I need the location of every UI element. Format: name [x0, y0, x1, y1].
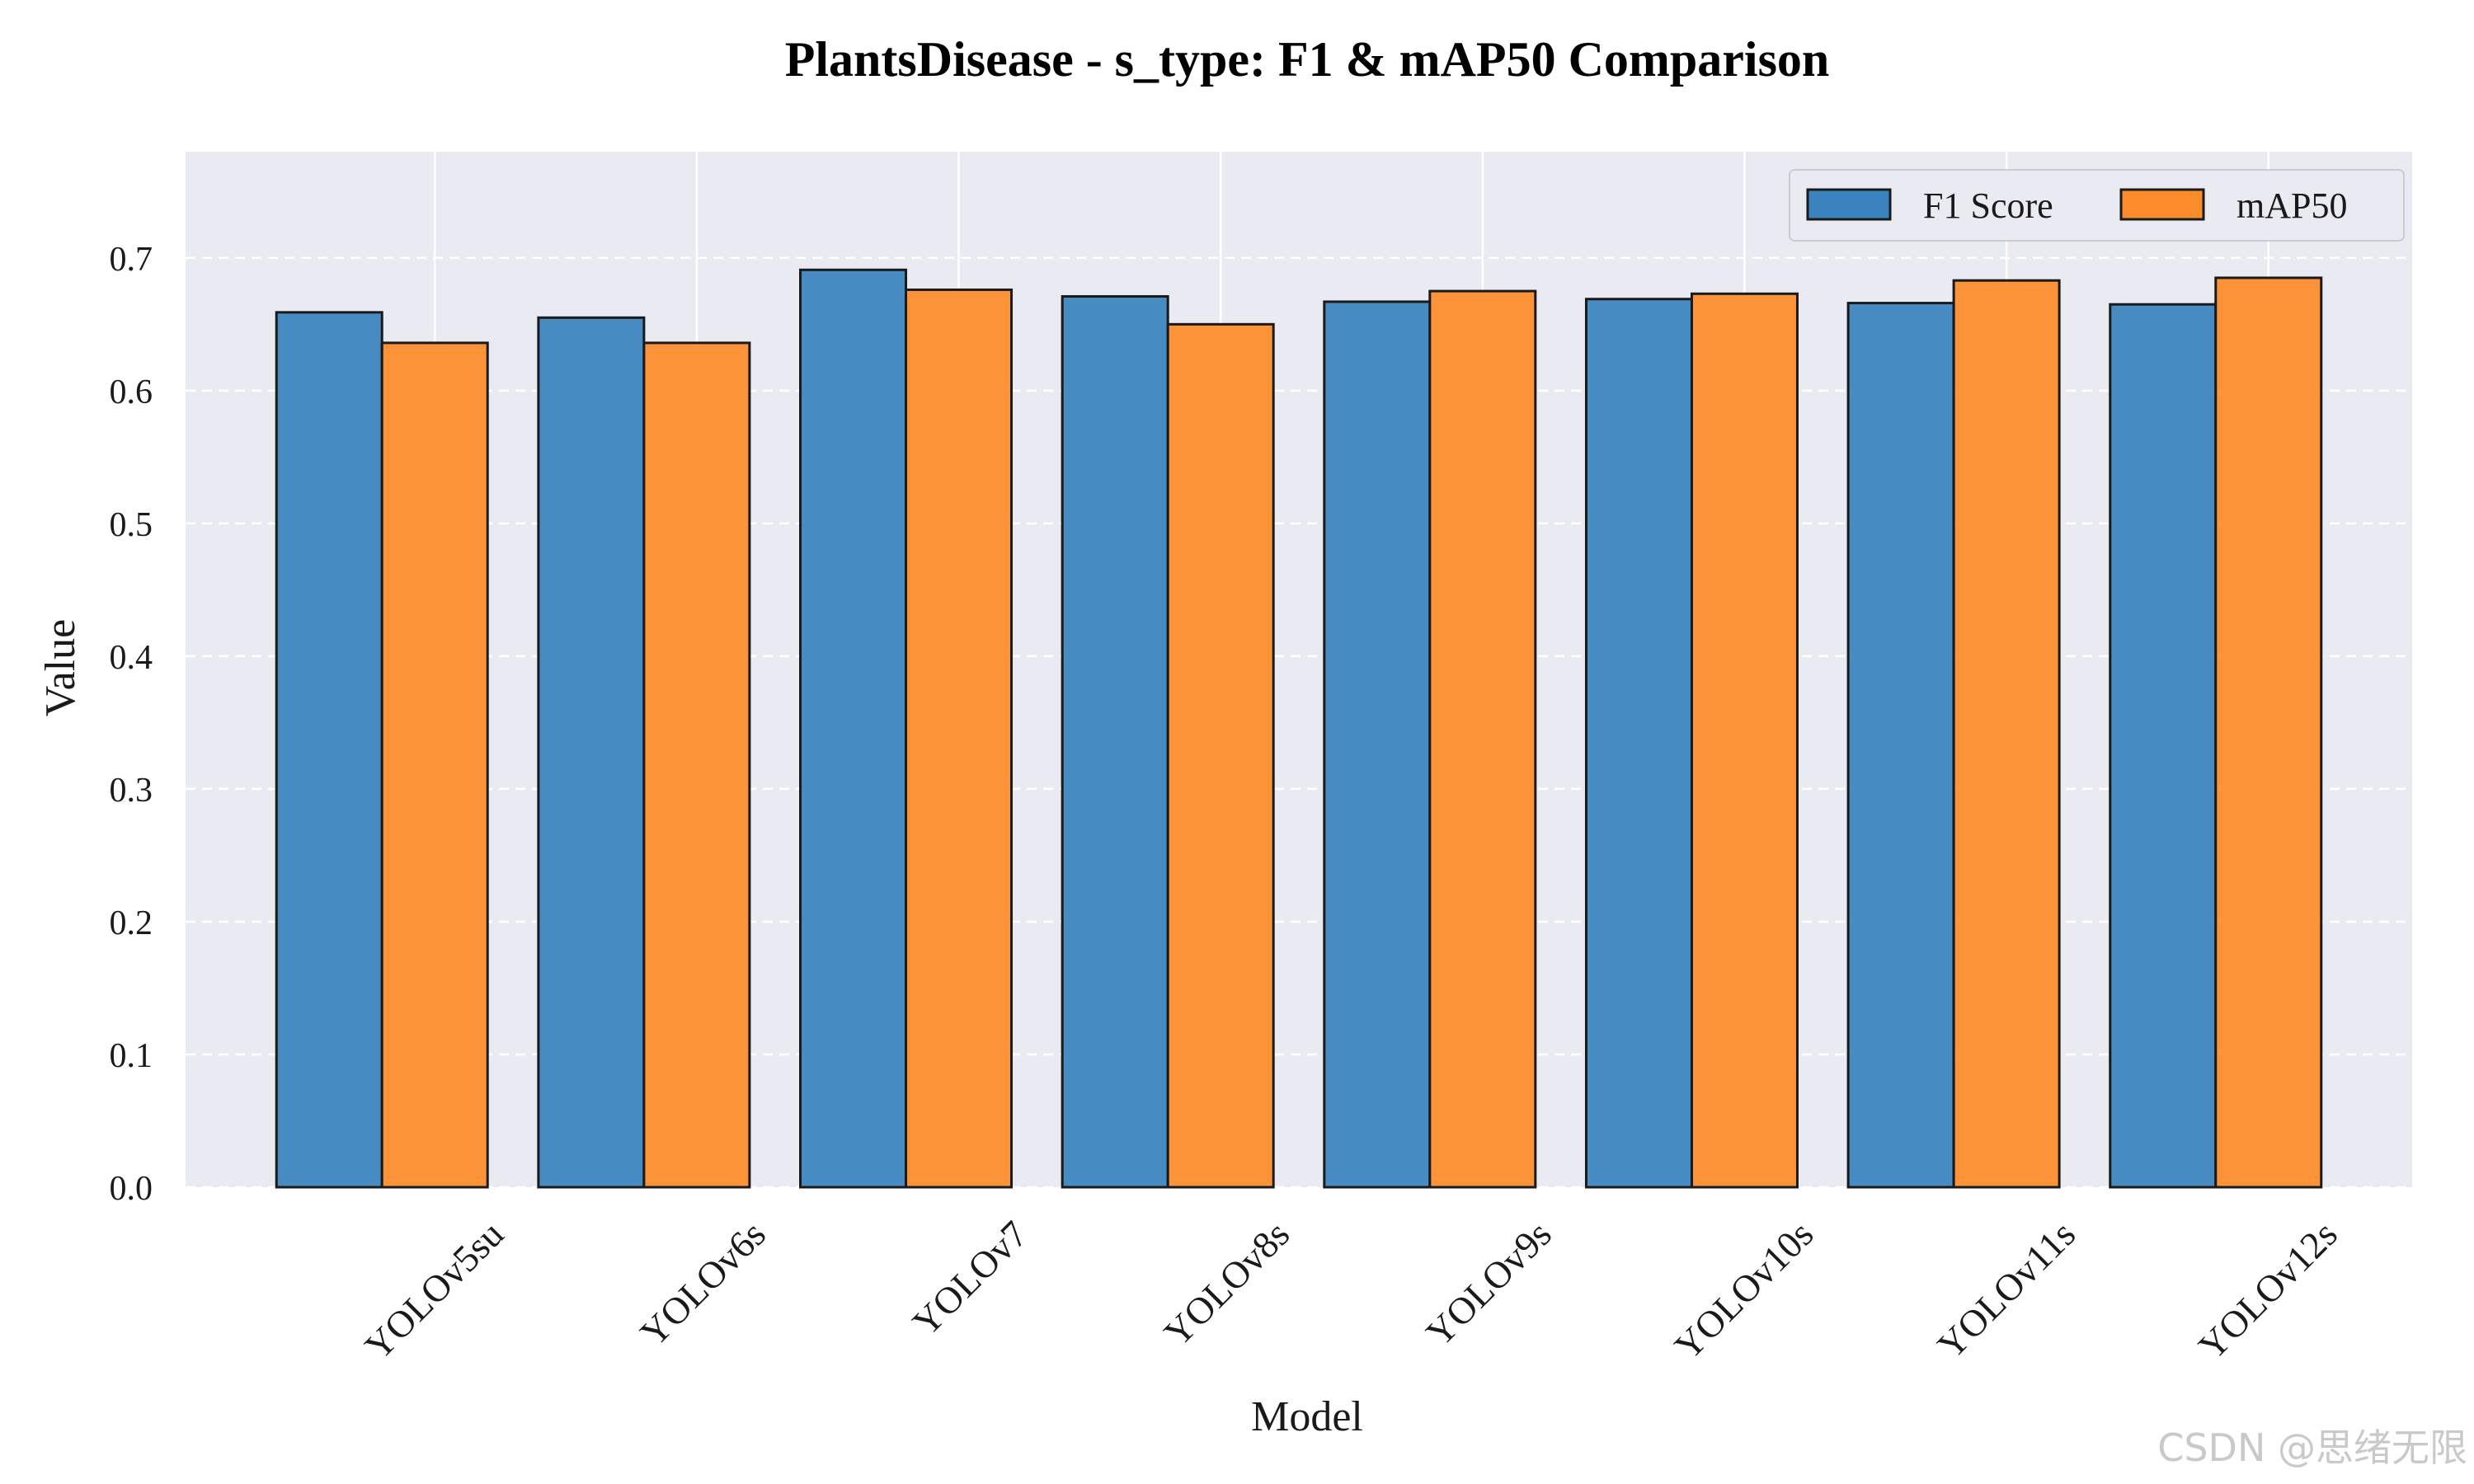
y-axis-ticks: 0.0 0.1 0.2 0.3 0.4 0.5 0.6 0.7 [110, 241, 153, 1208]
y-tick-label: 0.7 [110, 241, 153, 279]
y-tick-label: 0.0 [110, 1170, 153, 1208]
bar-f1-yolov7 [799, 268, 908, 1189]
y-tick-label: 0.5 [110, 506, 153, 544]
bar-f1-yolov8s [1061, 295, 1169, 1189]
legend-label-f1: F1 Score [1923, 186, 2053, 226]
x-tick-label-yolov11s: YOLOv11s [1930, 1213, 2084, 1367]
bar-f1-yolov5su [275, 311, 383, 1189]
x-tick-label-yolov10s: YOLOv10s [1667, 1213, 1822, 1368]
x-tick-label-yolov12s: YOLOv12s [2190, 1213, 2345, 1368]
bar-f1-yolov6s [537, 316, 646, 1189]
x-axis-ticks: YOLOv5su YOLOv6s YOLOv7 YOLOv8s YOLOv9s YOLOv… [356, 1213, 2345, 1368]
watermark: CSDN @思绪无限 [2157, 1425, 2467, 1470]
legend: F1 Score mAP50 [1789, 169, 2405, 242]
x-tick-label-yolov8s: YOLOv8s [1156, 1213, 1298, 1355]
bar-map50-yolov5su [380, 341, 489, 1189]
bar-f1-yolov12s [2109, 303, 2218, 1189]
x-tick-label-yolov9s: YOLOv9s [1418, 1213, 1559, 1355]
bar-map50-yolov11s [1952, 279, 2061, 1189]
bar-map50-yolov6s [642, 341, 751, 1189]
legend-swatch-map50 [2119, 188, 2205, 221]
bar-map50-yolov8s [1166, 322, 1275, 1189]
x-tick-label-yolov6s: YOLOv6s [632, 1213, 774, 1355]
bar-map50-yolov9s [1428, 289, 1537, 1189]
y-axis-label: Value [37, 619, 84, 716]
plot-area [186, 152, 2412, 1187]
legend-label-map50: mAP50 [2236, 186, 2347, 226]
x-tick-label-yolov5su: YOLOv5su [356, 1213, 511, 1368]
x-tick-label-yolov7: YOLOv7 [905, 1213, 1036, 1344]
bar-f1-yolov9s [1323, 300, 1432, 1189]
bar-f1-yolov10s [1584, 298, 1693, 1189]
bar-map50-yolov12s [2214, 276, 2323, 1189]
legend-box [1789, 169, 2405, 242]
chart-title: PlantsDisease - s_type: F1 & mAP50 Compa… [785, 32, 1830, 87]
bar-f1-yolov11s [1846, 302, 1955, 1189]
y-tick-label: 0.4 [110, 639, 153, 677]
bar-map50-yolov10s [1690, 292, 1799, 1189]
y-tick-label: 0.6 [110, 373, 153, 411]
y-tick-label: 0.3 [110, 772, 153, 810]
x-axis-label: Model [1251, 1393, 1363, 1440]
legend-swatch-f1 [1806, 188, 1892, 221]
bars [275, 268, 2323, 1189]
bar-map50-yolov7 [905, 288, 1014, 1189]
y-tick-label: 0.2 [110, 904, 153, 942]
y-tick-label: 0.1 [110, 1037, 153, 1075]
